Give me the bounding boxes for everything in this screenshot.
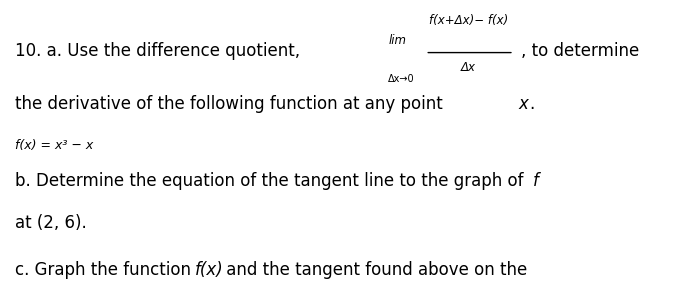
Text: , to determine: , to determine [521,42,639,60]
Text: Δx: Δx [461,61,476,74]
Text: at (2, 6).: at (2, 6). [15,214,87,232]
Text: x: x [519,95,528,113]
Text: c. Graph the function: c. Graph the function [15,261,197,279]
Text: the derivative of the following function at any point: the derivative of the following function… [15,95,448,113]
Text: and the tangent found above on the: and the tangent found above on the [221,261,527,279]
Text: 10. a. Use the difference quotient,: 10. a. Use the difference quotient, [15,42,300,60]
Text: b. Determine the equation of the tangent line to the graph of: b. Determine the equation of the tangent… [15,172,529,190]
Text: .: . [529,95,534,113]
Text: Δx→0: Δx→0 [389,74,415,84]
Text: f(x): f(x) [195,261,224,279]
Text: f(x) = x³ − x: f(x) = x³ − x [15,139,94,152]
Text: f(x+Δx)− f(x): f(x+Δx)− f(x) [429,14,508,27]
Text: lim: lim [389,34,406,47]
Text: f: f [533,172,539,190]
